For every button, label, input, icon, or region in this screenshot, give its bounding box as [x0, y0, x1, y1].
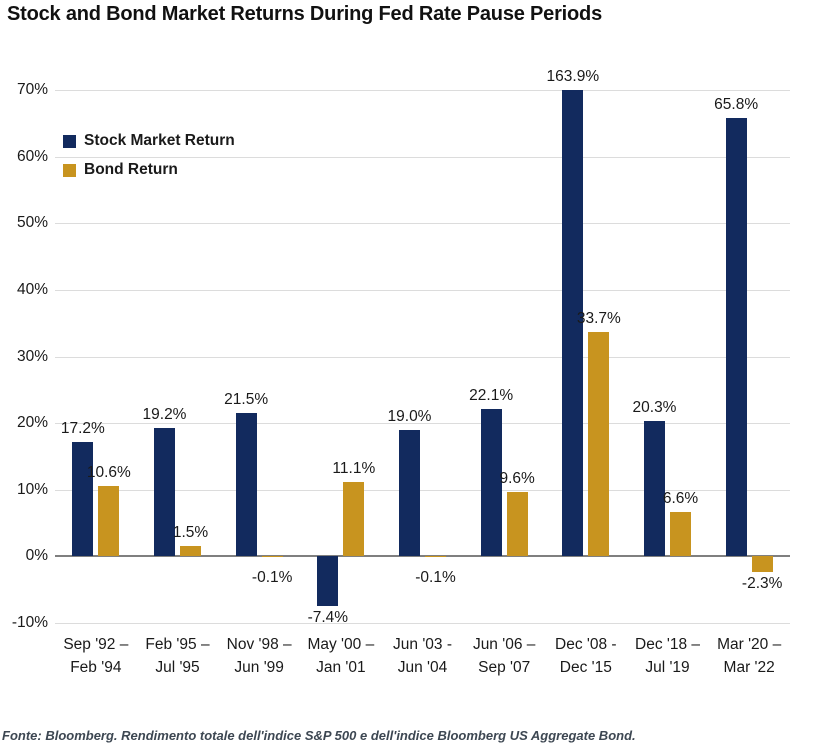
stock-bar: [154, 428, 175, 557]
stock-bar: [317, 556, 339, 606]
category-label: Jun '03 - Jun '04: [363, 633, 483, 679]
value-label: 6.6%: [662, 490, 699, 508]
category-label-line1: Jun '03 -: [393, 636, 452, 653]
value-label: 22.1%: [469, 387, 514, 405]
category-label-line2: Jul '95: [155, 659, 200, 676]
category-label: Feb '95 – Jul '95: [118, 633, 238, 679]
category-label-line1: Mar '20 –: [717, 636, 782, 653]
bond-bar: [180, 546, 201, 557]
gridline: [55, 90, 790, 91]
value-label: -0.1%: [415, 569, 456, 587]
y-tick-label: 40%: [16, 280, 48, 298]
category-label-line1: Dec '08 -: [555, 636, 617, 653]
gridline: [55, 289, 790, 291]
value-label: 17.2%: [60, 419, 105, 437]
category-label-line2: Dec '15: [559, 659, 612, 676]
stock-bar: [399, 429, 420, 557]
category-label-line2: Jul '19: [645, 659, 690, 676]
category-label-line1: May '00 –: [307, 636, 375, 653]
gridline: [55, 156, 790, 158]
gridline: [55, 356, 790, 358]
legend-label-stock: Stock Market Return: [84, 132, 235, 149]
plot-area: Stock Market Return Bond Return 17.2% 10.…: [55, 68, 790, 626]
value-label: 1.5%: [172, 524, 209, 542]
value-label: -7.4%: [307, 608, 349, 626]
legend-item-stock: Stock Market Return: [63, 132, 235, 150]
category-label-line2: Sep '07: [478, 659, 531, 676]
value-label: 21.5%: [224, 391, 269, 409]
gridline: [55, 423, 790, 425]
y-tick-label: -10%: [11, 614, 48, 631]
value-label: -2.3%: [741, 574, 783, 592]
value-label: 11.1%: [332, 460, 376, 478]
value-label: 163.9%: [546, 68, 600, 85]
bond-bar: [751, 556, 773, 572]
bond-swatch-icon: [63, 163, 76, 177]
category-label: Mar '20 – Mar '22: [689, 633, 809, 679]
y-tick-label: 20%: [16, 414, 48, 432]
stock-bar: [725, 117, 747, 557]
source-note: Fonte: Bloomberg. Rendimento totale dell…: [2, 728, 636, 743]
gridline: [55, 623, 790, 624]
category-label-line2: Jan '01: [316, 659, 366, 676]
category-label-line1: Dec '18 –: [635, 636, 700, 653]
value-label: 33.7%: [576, 309, 621, 327]
category-label: Jun '06 – Sep '07: [444, 633, 564, 679]
bond-bar: [506, 492, 528, 557]
category-label: May '00 – Jan '01: [281, 633, 401, 679]
y-tick-label: 30%: [16, 347, 48, 365]
category-label: Nov '98 – Jun '99: [199, 633, 319, 679]
y-tick-label: 70%: [16, 81, 48, 98]
bond-bar: [98, 485, 120, 557]
value-label: 19.0%: [387, 407, 432, 425]
y-tick-label: 0%: [25, 547, 48, 565]
legend-item-bond: Bond Return: [63, 161, 235, 179]
zero-axis-line: [55, 555, 790, 558]
y-tick-label: 60%: [16, 147, 48, 165]
category-label-line1: Feb '95 –: [145, 636, 210, 653]
bond-bar: [343, 482, 365, 557]
value-label: 10.6%: [86, 463, 131, 481]
legend-label-bond: Bond Return: [84, 161, 178, 178]
bond-bar: [261, 556, 283, 558]
y-tick-label: 10%: [16, 480, 48, 498]
legend: Stock Market Return Bond Return: [63, 132, 235, 190]
value-label: 19.2%: [142, 406, 187, 424]
bond-bar: [588, 331, 610, 557]
bond-bar: [425, 556, 446, 558]
y-tick-label: 50%: [16, 214, 48, 232]
stock-bar: [644, 421, 665, 557]
gridline: [55, 489, 790, 491]
stock-bar: [480, 409, 502, 557]
category-label-line1: Jun '06 –: [472, 636, 536, 653]
stock-bar: [562, 90, 584, 557]
value-label: -0.1%: [251, 569, 293, 587]
stock-bar: [235, 413, 257, 557]
category-label-line1: Nov '98 –: [226, 636, 292, 653]
category-label: Sep '92 – Feb '94: [36, 633, 156, 679]
value-label: 65.8%: [714, 95, 759, 113]
value-label: 9.6%: [499, 470, 535, 488]
category-label: Dec '08 - Dec '15: [526, 633, 646, 679]
bond-bar: [670, 512, 691, 557]
chart-title: Stock and Bond Market Returns During Fed…: [7, 3, 602, 25]
stock-bar: [72, 441, 94, 557]
category-label-line2: Jun '04: [397, 659, 448, 676]
category-label-line2: Feb '94: [70, 659, 122, 676]
category-label-line2: Jun '99: [234, 659, 284, 676]
stock-swatch-icon: [63, 134, 76, 148]
category-label: Dec '18 – Jul '19: [608, 633, 728, 679]
category-label-line1: Sep '92 –: [63, 636, 129, 653]
gridline: [55, 223, 790, 225]
category-label-line2: Mar '22: [723, 659, 775, 676]
value-label: 20.3%: [632, 399, 677, 417]
